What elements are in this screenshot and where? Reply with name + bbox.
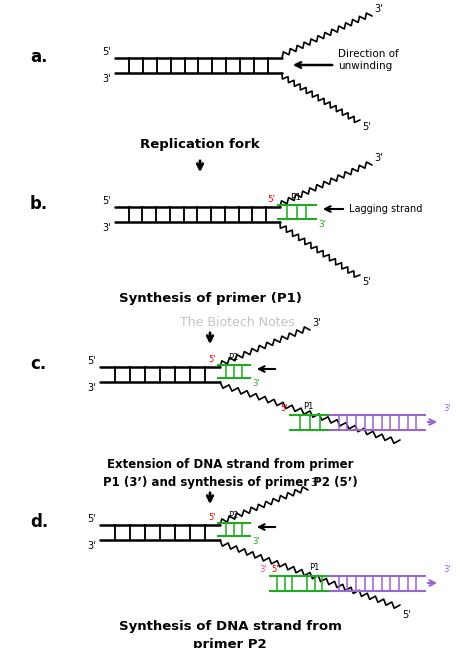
Text: 3': 3' — [312, 318, 320, 328]
Text: 5': 5' — [102, 47, 111, 57]
Text: d.: d. — [30, 513, 48, 531]
Text: c.: c. — [30, 355, 46, 373]
Text: P1: P1 — [309, 563, 319, 572]
Text: b.: b. — [30, 195, 48, 213]
Text: Replication fork: Replication fork — [140, 138, 260, 151]
Text: 3': 3' — [102, 223, 111, 233]
Text: 3': 3' — [252, 537, 260, 546]
Text: 3': 3' — [87, 541, 96, 551]
Text: The Biotech Notes: The Biotech Notes — [180, 316, 294, 329]
Text: 3': 3' — [443, 565, 451, 574]
Text: 5': 5' — [87, 356, 96, 366]
Text: 3': 3' — [310, 478, 319, 488]
Text: 3': 3' — [87, 383, 96, 393]
Text: a.: a. — [30, 48, 47, 66]
Text: Extension of DNA strand from primer
P1 (3’) and synthesis of primer P2 (5’): Extension of DNA strand from primer P1 (… — [103, 458, 357, 489]
Text: 5': 5' — [402, 610, 411, 620]
Text: 3': 3' — [252, 379, 260, 388]
Text: Lagging strand: Lagging strand — [349, 204, 422, 214]
Text: 5': 5' — [87, 514, 96, 524]
Text: 5': 5' — [209, 513, 216, 522]
Text: 3': 3' — [102, 74, 111, 84]
Text: P2: P2 — [228, 353, 238, 362]
Text: Synthesis of primer (P1): Synthesis of primer (P1) — [118, 292, 301, 305]
Text: 3': 3' — [374, 153, 383, 163]
Text: 5': 5' — [362, 122, 371, 132]
Text: Direction of
unwinding: Direction of unwinding — [338, 49, 399, 71]
Text: Synthesis of DNA strand from
primer P2: Synthesis of DNA strand from primer P2 — [118, 620, 341, 648]
Text: 3': 3' — [443, 404, 451, 413]
Text: P1: P1 — [291, 193, 301, 202]
Text: 3': 3' — [374, 4, 383, 14]
Text: 5': 5' — [102, 196, 111, 206]
Text: 5': 5' — [268, 195, 276, 204]
Text: 5': 5' — [271, 565, 279, 574]
Text: 3': 3' — [259, 565, 267, 574]
Text: P2: P2 — [228, 511, 238, 520]
Text: 5': 5' — [209, 355, 216, 364]
Text: P1: P1 — [303, 402, 313, 411]
Text: 3': 3' — [318, 220, 326, 229]
Text: 5': 5' — [281, 404, 288, 413]
Text: 5': 5' — [362, 277, 371, 287]
